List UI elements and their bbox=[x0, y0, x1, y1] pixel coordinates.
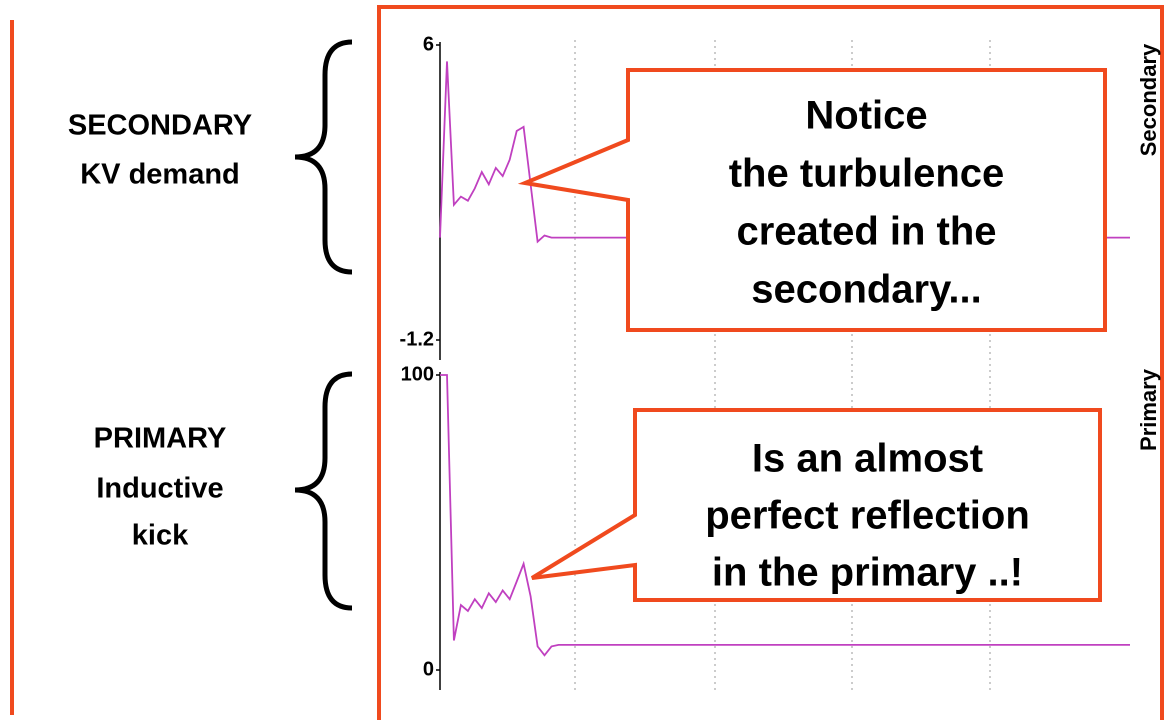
brace bbox=[294, 39, 353, 275]
callout-box bbox=[517, 68, 1107, 332]
side-label: kick bbox=[132, 520, 189, 552]
y-tick-label: 6 bbox=[423, 33, 434, 55]
chart-frame bbox=[377, 5, 1164, 720]
side-label: PRIMARY bbox=[94, 423, 227, 455]
y-tick-label: 100 bbox=[401, 363, 434, 385]
callout-box bbox=[530, 408, 1102, 602]
side-label: SECONDARY bbox=[68, 110, 252, 142]
callout-text: perfect reflection bbox=[705, 494, 1030, 538]
brace bbox=[294, 371, 353, 611]
trace bbox=[440, 374, 1130, 657]
callout-text: in the primary ..! bbox=[712, 551, 1023, 595]
side-label: KV demand bbox=[80, 159, 240, 191]
y-tick-label: 0 bbox=[423, 658, 434, 680]
y-tick-label: -1.2 bbox=[400, 328, 434, 350]
callout-text: Notice bbox=[805, 94, 927, 138]
callout-text: Is an almost bbox=[752, 437, 983, 481]
callout-text: created in the bbox=[736, 210, 996, 254]
y-axis-label: Primary bbox=[1136, 368, 1161, 451]
y-axis-label: Secondary bbox=[1136, 43, 1161, 156]
callout-text: the turbulence bbox=[729, 152, 1005, 196]
side-label: Inductive bbox=[96, 473, 223, 505]
callout-text: secondary... bbox=[751, 268, 981, 312]
